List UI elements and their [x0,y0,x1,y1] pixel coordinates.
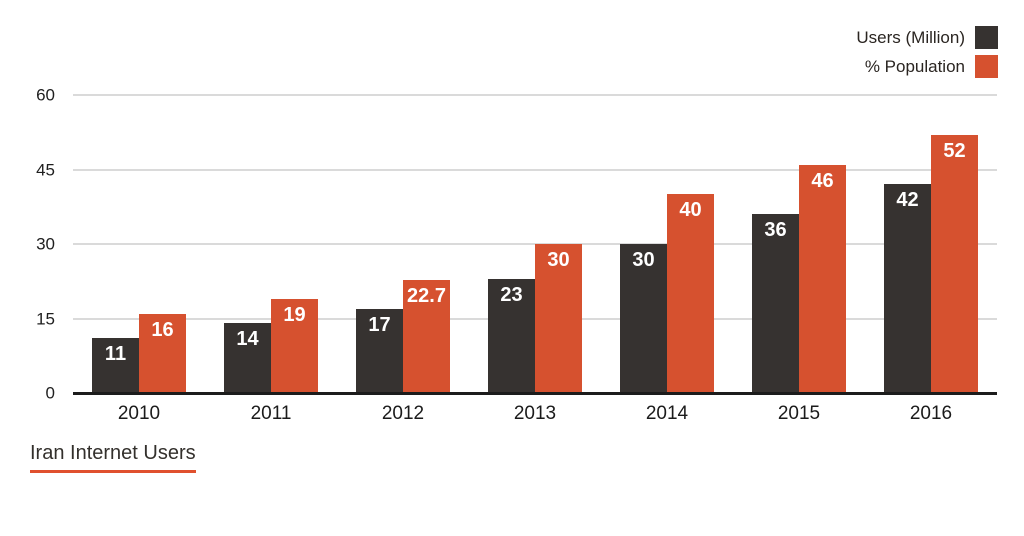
bar-2015-users-million: 36 [752,214,799,393]
gridline-60 [73,94,997,96]
bar-value-label: 11 [104,343,127,366]
x-axis-baseline [73,392,997,395]
bar-2015-population: 46 [799,164,846,393]
bar-2012-users-million: 17 [356,308,403,393]
x-tick-label-2012: 2012 [381,403,425,424]
y-tick-label-45: 45 [36,160,55,179]
bar-value-label: 19 [283,303,306,326]
bar-value-label: 36 [764,219,787,242]
bar-value-label: 42 [896,189,919,212]
x-tick-label-2014: 2014 [645,403,689,424]
bar-value-label: 52 [943,139,966,162]
legend-item: % Population [865,55,998,78]
bar-value-label: 30 [547,249,570,271]
bar-value-label: 17 [368,313,391,336]
chart-title: Iran Internet Users [30,442,196,473]
legend-label: % Population [864,56,965,76]
bar-2013-population: 30 [535,244,582,393]
legend-swatch [975,26,998,49]
bar-2012-population: 22.7 [403,280,450,393]
bar-value-label: 30 [632,249,655,271]
bar-2011-users-million: 14 [224,323,271,393]
y-tick-label-0: 0 [45,383,55,403]
bar-value-label: 40 [679,199,702,222]
legend-item: Users (Million) [856,26,998,49]
bar-value-label: 22.7 [407,285,446,308]
bar-group-2015: 36 46 2015 [733,95,865,424]
bar-group-2014: 30 40 2014 [601,95,733,424]
plot-area: 0 15 30 45 60 11 16 2010 14 19 2011 17 22.7 2012 23 30… [36,87,997,424]
x-tick-label-2013: 2013 [513,403,557,424]
bar-2011-population: 19 [271,298,318,393]
bar-group-2016: 42 52 2016 [865,95,997,424]
bar-value-label: 23 [500,283,523,306]
legend-label: Users (Million) [856,27,965,47]
bar-2016-users-million: 42 [884,184,931,393]
bar-group-2010: 11 16 2010 [73,95,205,424]
legend: Users (Million) % Population [856,26,998,78]
x-tick-label-2010: 2010 [117,403,161,424]
x-tick-label-2016: 2016 [909,403,953,424]
bar-2014-users-million: 30 [620,244,667,393]
gridline-45 [73,168,997,171]
bar-group-2012: 17 22.7 2012 [337,95,469,424]
x-tick-label-2011: 2011 [250,403,292,424]
bar-2010-users-million: 11 [92,338,139,393]
bar-value-label: 46 [811,169,834,192]
bar-2013-users-million: 23 [488,278,535,393]
legend-swatch [975,55,998,78]
bar-2014-population: 40 [667,194,714,393]
x-tick-label-2015: 2015 [777,403,821,424]
y-tick-label-60: 60 [36,85,55,105]
bar-group-2013: 23 30 2013 [469,95,601,424]
bar-2010-population: 16 [139,313,186,393]
bar-groups: 11 16 2010 14 19 2011 17 22.7 2012 23 30 2013 30 40 20… [73,95,997,424]
y-tick-label-30: 30 [36,234,55,254]
bar-2016-population: 52 [931,134,978,393]
bar-value-label: 16 [151,318,174,341]
bar-group-2011: 14 19 2011 [205,95,337,424]
bar-value-label: 14 [236,328,259,351]
y-tick-label-15: 15 [36,309,55,328]
